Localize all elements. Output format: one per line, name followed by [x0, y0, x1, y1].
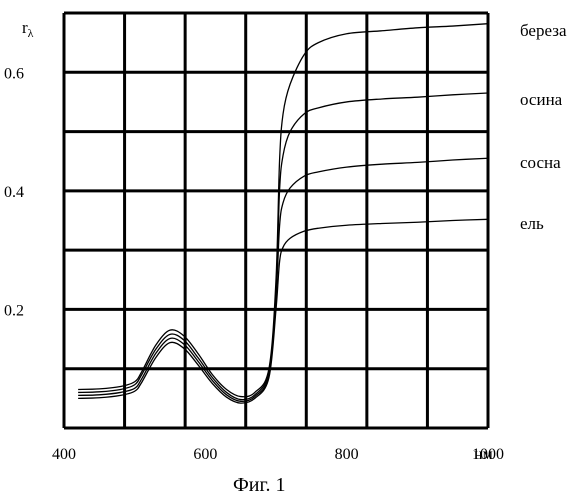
series-label: ель: [520, 214, 544, 233]
x-tick-label: 800: [335, 446, 359, 463]
series-label: береза: [520, 21, 567, 40]
tick-labels: 40060080010000.20.40.6: [4, 65, 504, 463]
x-tick-label: 400: [52, 446, 76, 463]
series-labels: береза осина сосна ель: [520, 21, 567, 233]
figure-caption: Фиг. 1: [233, 474, 285, 496]
x-axis-unit: нм: [474, 446, 493, 463]
series-label: сосна: [520, 153, 561, 172]
y-tick-label: 0.4: [4, 184, 24, 201]
y-axis-label: rλ: [22, 18, 34, 40]
y-tick-label: 0.2: [4, 302, 24, 319]
y-tick-label: 0.6: [4, 65, 24, 82]
x-tick-label: 600: [193, 446, 217, 463]
grid: [64, 13, 488, 428]
series-label: осина: [520, 90, 563, 109]
